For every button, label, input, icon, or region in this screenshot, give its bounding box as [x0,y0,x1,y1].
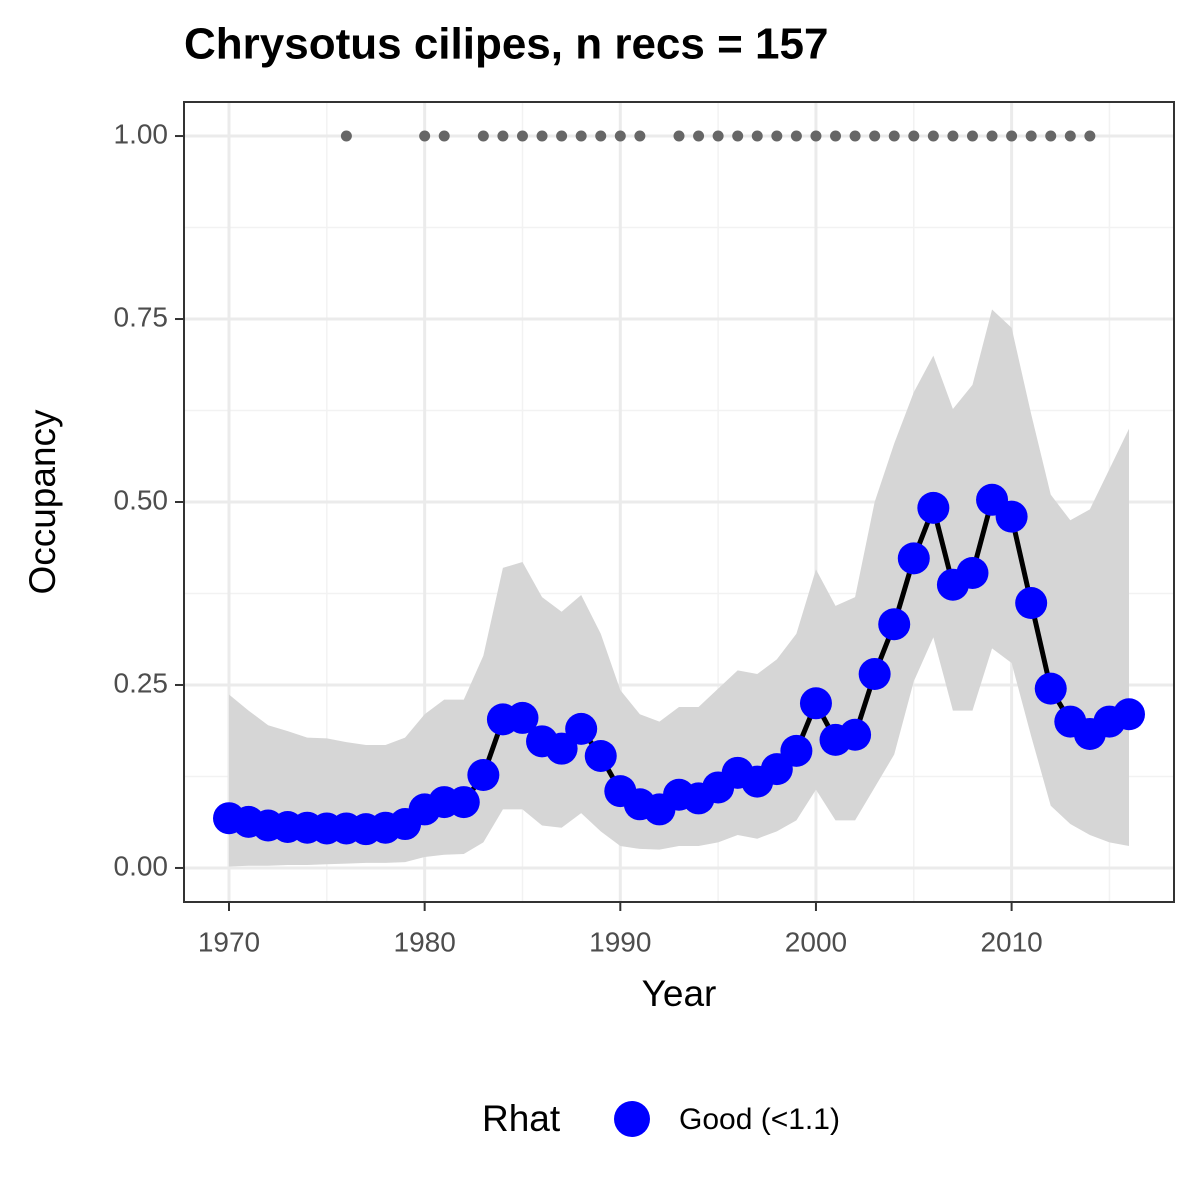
legend: Rhat Good (<1.1) [482,1098,840,1139]
record-point [947,130,959,142]
record-point [438,130,450,142]
record-point [810,130,822,142]
record-point [771,130,783,142]
y-tick-label: 0.75 [114,301,169,332]
point [545,732,578,765]
record-point [790,130,802,142]
x-tick-label: 2000 [785,926,847,957]
x-tick-label: 1970 [198,926,260,957]
record-point [986,130,998,142]
record-point [536,130,548,142]
record-point [712,130,724,142]
record-point [1045,130,1057,142]
record-point [673,130,685,142]
axes: 1970 1980 1990 2000 2010 0.00 0.25 0.50 0.75 1.00 [114,118,1043,957]
x-axis-title: Year [642,973,717,1014]
y-tick-label: 1.00 [114,118,169,149]
point [917,491,950,524]
record-point [908,130,920,142]
record-point [869,130,881,142]
point [897,542,930,575]
record-point [614,130,626,142]
record-point [1006,130,1018,142]
record-point [1084,130,1096,142]
record-point [575,130,587,142]
record-point [849,130,861,142]
record-point [497,130,509,142]
plot-area [213,130,1145,867]
record-point [1025,130,1037,142]
record-point [595,130,607,142]
point [467,759,500,792]
chart-title: Chrysotus cilipes, n recs = 157 [184,20,828,69]
record-point [419,130,431,142]
record-point [732,130,744,142]
y-tick-label: 0.25 [114,667,169,698]
record-point [340,130,352,142]
legend-title: Rhat [482,1098,561,1139]
point [956,556,989,589]
record-point [1064,130,1076,142]
point [780,734,813,767]
point [1113,698,1145,731]
record-point [693,130,705,142]
record-point [966,130,978,142]
record-point [888,130,900,142]
point [506,701,539,734]
point [839,718,872,751]
legend-key [614,1101,650,1137]
record-point [927,130,939,142]
x-tick-label: 1990 [589,926,651,957]
record-point [751,130,763,142]
confidence-band [229,309,1129,867]
point [858,658,891,691]
y-axis-title: Occupancy [22,409,63,595]
x-tick-label: 1980 [394,926,456,957]
point [878,608,911,641]
y-tick-label: 0.50 [114,484,169,515]
point [1015,587,1048,620]
point [799,687,832,720]
point [1034,672,1067,705]
point [565,712,598,745]
record-point [830,130,842,142]
point [995,500,1028,533]
legend-label: Good (<1.1) [679,1103,840,1136]
point [447,786,480,819]
point [584,739,617,772]
record-point [477,130,489,142]
y-tick-label: 0.00 [114,850,169,881]
record-point [634,130,646,142]
x-tick-label: 2010 [980,926,1042,957]
record-point [516,130,528,142]
record-point [556,130,568,142]
